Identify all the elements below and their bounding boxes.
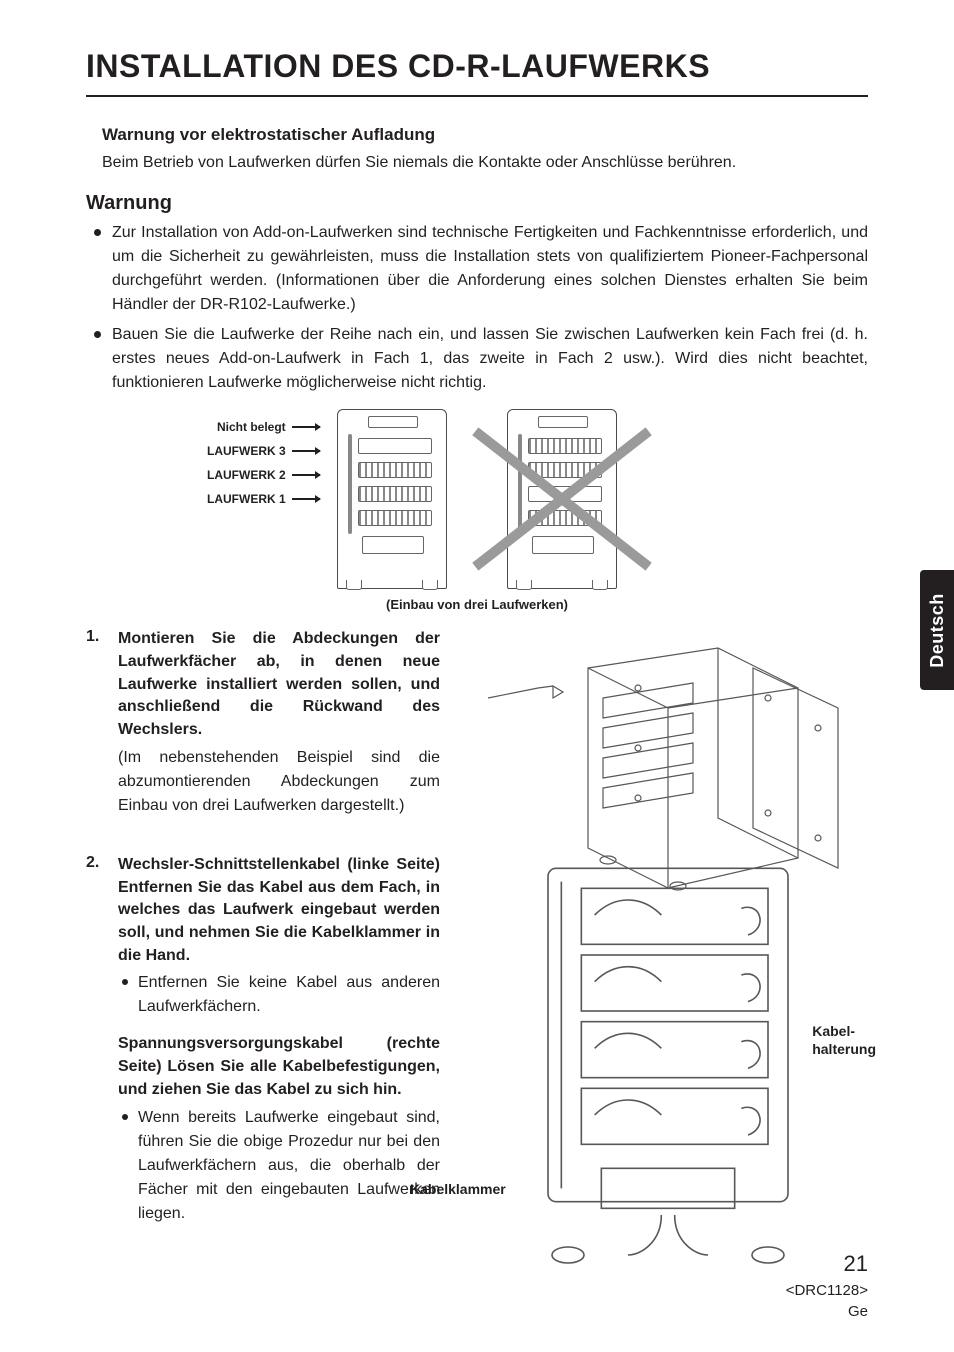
steps-left-column: 1. Montieren Sie die Abdeckungen der Lau… <box>86 628 440 1229</box>
step-sub-bullet: Wenn bereits Laufwerke eingebaut sind, f… <box>118 1106 440 1226</box>
tower-correct <box>337 409 447 589</box>
static-warning-block: Warnung vor elektrostatischer Aufladung … <box>86 125 868 174</box>
page-number: 21 <box>786 1249 868 1280</box>
tower-label: LAUFWERK 3 <box>207 443 286 460</box>
tower-label: Nicht belegt <box>217 419 286 436</box>
tower-label: LAUFWERK 2 <box>207 467 286 484</box>
callout-cable-clamp: Kabelklammer <box>410 1181 506 1199</box>
language-tab-label: Deutsch <box>927 593 948 668</box>
step-1: 1. Montieren Sie die Abdeckungen der Lau… <box>86 628 440 818</box>
step-2: 2. Wechsler-Schnittstellenkabel (linke S… <box>86 854 440 1230</box>
doc-code: <DRC1128> <box>786 1280 868 1301</box>
step-number: 2. <box>86 854 108 1230</box>
warning-bullet: Bauen Sie die Laufwerke der Reihe nach e… <box>86 323 868 395</box>
steps-row: 1. Montieren Sie die Abdeckungen der Lau… <box>86 628 868 1229</box>
tower-label: LAUFWERK 1 <box>207 491 286 508</box>
step-sub-bullet: Entfernen Sie keine Kabel aus anderen La… <box>118 971 440 1019</box>
warning-bullet: Zur Installation von Add-on-Laufwerken s… <box>86 221 868 317</box>
step-note: (Im nebenstehenden Beispiel sind die abz… <box>118 746 440 818</box>
callout-cable-holder: Kabel- halterung <box>812 1023 876 1058</box>
static-warning-body: Beim Betrieb von Laufwerken dürfen Sie n… <box>102 151 852 174</box>
static-warning-heading: Warnung vor elektrostatischer Aufladung <box>102 125 852 145</box>
step-number: 1. <box>86 628 108 818</box>
step-sub-bullets: Entfernen Sie keine Kabel aus anderen La… <box>118 971 440 1019</box>
language-tab: Deutsch <box>920 570 954 690</box>
rear-chassis-icon <box>468 855 868 1282</box>
step-sub-bullets: Wenn bereits Laufwerke eingebaut sind, f… <box>118 1106 440 1226</box>
rear-cabling-figure: Kabel- halterung Kabelklammer <box>468 908 868 1228</box>
tower-labels: Nicht belegt LAUFWERK 3 LAUFWERK 2 LAUFW… <box>207 415 320 511</box>
page-title: INSTALLATION DES CD-R-LAUFWERKS <box>86 48 868 97</box>
step-lead: Montieren Sie die Abdeckungen der Laufwe… <box>118 628 440 742</box>
step-lead: Wechsler-Schnittstellenkabel (linke Seit… <box>118 854 440 968</box>
page-footer: 21 <DRC1128> Ge <box>786 1249 868 1322</box>
steps-right-column: Kabel- halterung Kabelklammer <box>468 628 868 1229</box>
warning-heading: Warnung <box>86 192 868 215</box>
tower-incorrect <box>507 409 617 589</box>
tower-figure-row: Nicht belegt LAUFWERK 3 LAUFWERK 2 LAUFW… <box>86 409 868 589</box>
tower-figure-caption: (Einbau von drei Laufwerken) <box>86 597 868 612</box>
step-sub-lead: Spannungsversorgungskabel (rechte Seite)… <box>118 1033 440 1101</box>
lang-suffix: Ge <box>786 1301 868 1322</box>
warning-bullets: Zur Installation von Add-on-Laufwerken s… <box>86 221 868 395</box>
